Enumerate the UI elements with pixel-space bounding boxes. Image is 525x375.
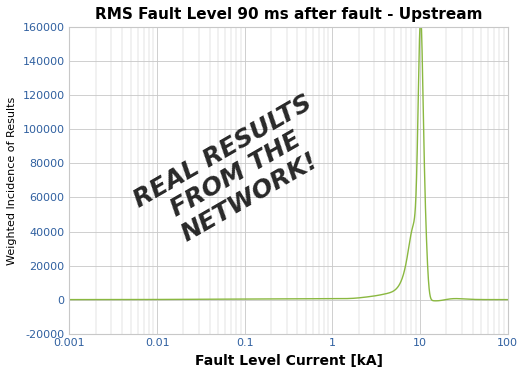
Title: RMS Fault Level 90 ms after fault - Upstream: RMS Fault Level 90 ms after fault - Upst… (95, 7, 482, 22)
Text: REAL RESULTS
FROM THE
NETWORK!: REAL RESULTS FROM THE NETWORK! (129, 90, 343, 258)
X-axis label: Fault Level Current [kA]: Fault Level Current [kA] (195, 354, 383, 368)
Y-axis label: Weighted Incidence of Results: Weighted Incidence of Results (7, 96, 17, 265)
